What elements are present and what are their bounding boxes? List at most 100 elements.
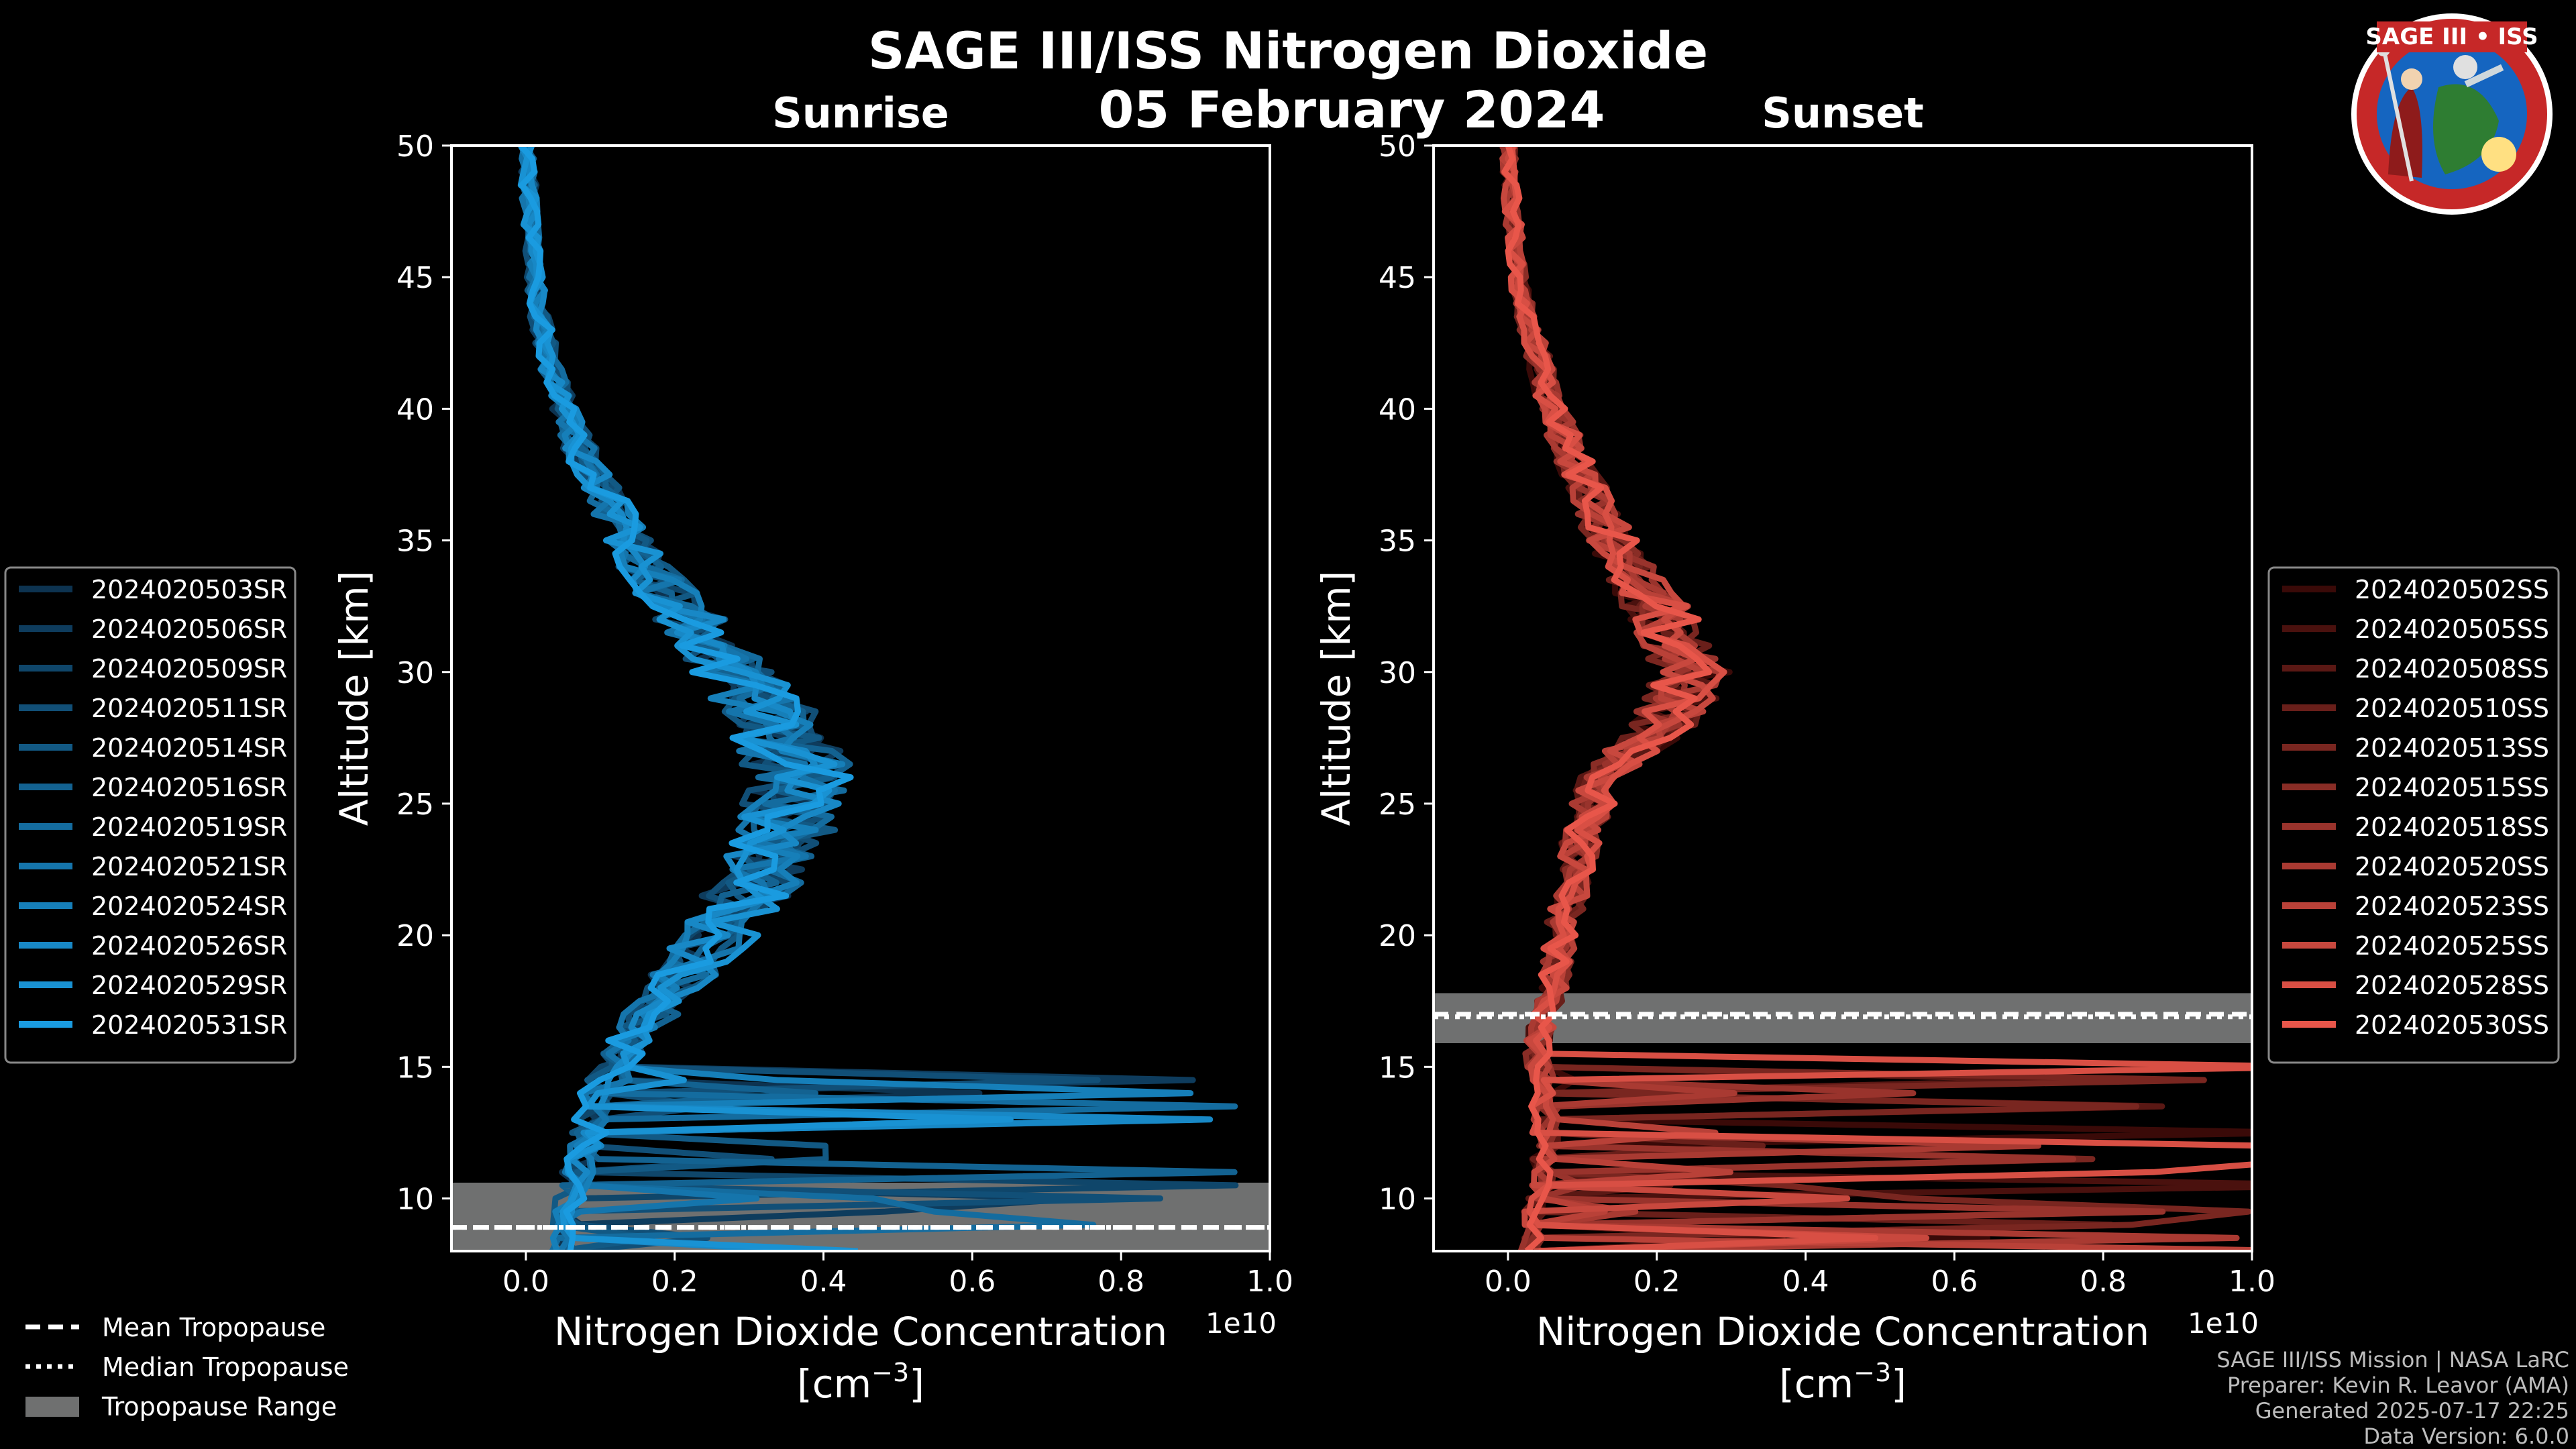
sunrise-legend-label: 2024020503SR (91, 575, 287, 604)
tropopause-range-legend-marker (25, 1397, 79, 1417)
sunrise-y-tick-label: 20 (396, 919, 434, 953)
sunrise-legend-label: 2024020509SR (91, 654, 287, 684)
sunset-x-tick-label: 0.2 (1633, 1265, 1680, 1299)
chart-date: 05 February 2024 (1099, 80, 1605, 140)
mean-tropopause-legend-label: Mean Tropopause (102, 1313, 325, 1342)
sunset-panel-title: Sunset (1762, 89, 1924, 138)
sunrise-legend-label: 2024020521SR (91, 852, 287, 881)
sunset-x-axis-unit: [cm−3] (1779, 1358, 1907, 1407)
chart-title: SAGE III/ISS Nitrogen Dioxide (868, 21, 1708, 80)
credit-generated: Generated 2025-07-17 22:25 (2255, 1398, 2569, 1424)
sunset-y-tick-label: 40 (1379, 392, 1416, 427)
credit-mission: SAGE III/ISS Mission | NASA LaRC (2216, 1347, 2569, 1373)
sunset-y-tick-label: 20 (1379, 919, 1416, 953)
sunrise-legend-label: 2024020511SR (91, 694, 287, 723)
sunset-legend-label: 2024020520SS (2355, 852, 2549, 881)
sunrise-legend-label: 2024020526SR (91, 931, 287, 961)
sunset-series-line-2024020530SS (1501, 146, 1713, 1251)
sunrise-legend-label: 2024020524SR (91, 892, 287, 921)
sunrise-x-tick-label: 0.4 (800, 1265, 847, 1299)
sunset-legend-label: 2024020505SS (2355, 614, 2549, 644)
sunset-x-tick-label: 0.0 (1485, 1265, 1532, 1299)
sunset-legend-label: 2024020523SS (2355, 892, 2549, 921)
sunrise-series-line-2024020526SR (518, 146, 1214, 1251)
sunset-legend-label: 2024020525SS (2355, 931, 2549, 961)
tropopause-range-legend-label: Tropopause Range (101, 1392, 337, 1421)
sunset-legend-label: 2024020530SS (2355, 1010, 2549, 1040)
sage-iii-iss-mission-logo: SAGE III • ISS (2351, 13, 2553, 215)
sunrise-y-tick-label: 45 (396, 261, 434, 295)
logo-text: SAGE III • ISS (2365, 23, 2538, 50)
sunset-panel: 0.0 0.2 0.4 0.6 0.8 1.0 10 15 20 25 30 35 40 45 50 1e10… (1313, 129, 2560, 1407)
sunrise-x-tick-label: 1.0 (1246, 1265, 1293, 1299)
sunrise-x-tick-label: 0.2 (651, 1265, 698, 1299)
credits-block: SAGE III/ISS Mission | NASA LaRC Prepare… (2216, 1347, 2569, 1449)
sunset-legend-label: 2024020528SS (2355, 971, 2549, 1000)
sunrise-x-tick-label: 0.6 (949, 1265, 996, 1299)
sunrise-legend-label: 2024020506SR (91, 614, 287, 644)
sunrise-y-tick-label: 25 (396, 788, 434, 822)
sunrise-legend-label: 2024020516SR (91, 773, 287, 802)
astronomer-figure-icon (2388, 87, 2422, 178)
sunrise-legend-label: 2024020514SR (91, 733, 287, 763)
sunset-legend-label: 2024020513SS (2355, 733, 2549, 763)
sunset-x-scale-label: 1e10 (2188, 1307, 2259, 1340)
sunset-series-line-2024020528SS (1502, 146, 2252, 1251)
tropopause-legend: Mean Tropopause Median Tropopause Tropop… (25, 1313, 349, 1421)
logo-banner (2377, 21, 2527, 52)
sunset-y-tick-label: 10 (1379, 1183, 1416, 1217)
sunset-x-tick-label: 0.6 (1931, 1265, 1978, 1299)
sunrise-x-scale-label: 1e10 (1205, 1307, 1277, 1340)
sunset-legend-label: 2024020502SS (2355, 575, 2549, 604)
sunrise-legend-frame (4, 566, 297, 1064)
sunrise-y-tick-label: 35 (396, 525, 434, 559)
sunset-legend-label: 2024020518SS (2355, 812, 2549, 842)
moon-icon (2453, 55, 2477, 79)
sunset-y-tick-label: 15 (1379, 1051, 1416, 1085)
sunrise-panel: 0.0 0.2 0.4 0.6 0.8 1.0 10 15 20 25 30 35 40 45 50 1e10… (4, 129, 1293, 1407)
sunrise-y-tick-label: 40 (396, 392, 434, 427)
sunset-x-tick-label: 1.0 (2229, 1265, 2275, 1299)
sunrise-x-axis-label: Nitrogen Dioxide Concentration (554, 1309, 1167, 1354)
sunset-y-tick-label: 30 (1379, 656, 1416, 690)
sunset-plot-area (1434, 146, 2252, 1251)
sunset-legend-label: 2024020508SS (2355, 654, 2549, 684)
sunset-series-line-2024020523SS (1499, 146, 2252, 1251)
sunset-y-tick-label: 35 (1379, 525, 1416, 559)
sunrise-legend-label: 2024020519SR (91, 812, 287, 842)
credit-preparer: Preparer: Kevin R. Leavor (AMA) (2227, 1373, 2569, 1398)
sunset-y-tick-label: 45 (1379, 261, 1416, 295)
sunset-y-tick-label: 25 (1379, 788, 1416, 822)
sunset-series-legend: 2024020502SS 2024020505SS 2024020508SS 2024… (2267, 566, 2560, 1064)
astronomer-head-icon (2401, 68, 2422, 90)
sunrise-legend-label: 2024020529SR (91, 971, 287, 1000)
sunrise-x-tick-label: 0.0 (502, 1265, 549, 1299)
sunrise-y-axis-label: Altitude [km] (331, 571, 377, 826)
sunset-x-tick-label: 0.4 (1782, 1265, 1829, 1299)
sunset-x-axis-label: Nitrogen Dioxide Concentration (1536, 1309, 2149, 1354)
sunset-legend-label: 2024020510SS (2355, 694, 2549, 723)
sunrise-panel-title: Sunrise (772, 89, 949, 138)
median-tropopause-legend-label: Median Tropopause (102, 1352, 349, 1382)
sunrise-x-axis-unit: [cm−3] (797, 1358, 924, 1407)
sunset-x-tick-label: 0.8 (2080, 1265, 2127, 1299)
sunset-legend-label: 2024020515SS (2355, 773, 2549, 802)
sunrise-y-tick-label: 30 (396, 656, 434, 690)
staff-icon (2383, 53, 2414, 182)
sunrise-plot-area (451, 146, 1270, 1251)
sunrise-series-line-2024020531SR (519, 146, 854, 1251)
sunrise-y-tick-label: 15 (396, 1051, 434, 1085)
credit-data-version: Data Version: 6.0.0 (2363, 1424, 2569, 1449)
sunset-y-tick-label: 50 (1379, 129, 1416, 164)
sunrise-y-tick-label: 50 (396, 129, 434, 164)
sunrise-x-tick-label: 0.8 (1097, 1265, 1144, 1299)
space-station-icon (2464, 64, 2504, 88)
sunrise-axes-frame (450, 144, 1271, 1252)
sunset-legend-frame (2267, 566, 2560, 1064)
sunrise-series-legend: 2024020503SR 2024020506SR 2024020509SR 2024… (4, 566, 297, 1064)
sunrise-legend-label: 2024020531SR (91, 1010, 287, 1040)
sun-icon (2481, 137, 2516, 172)
sunset-y-axis-label: Altitude [km] (1313, 571, 1359, 826)
sunset-axes-frame (1432, 144, 2253, 1252)
